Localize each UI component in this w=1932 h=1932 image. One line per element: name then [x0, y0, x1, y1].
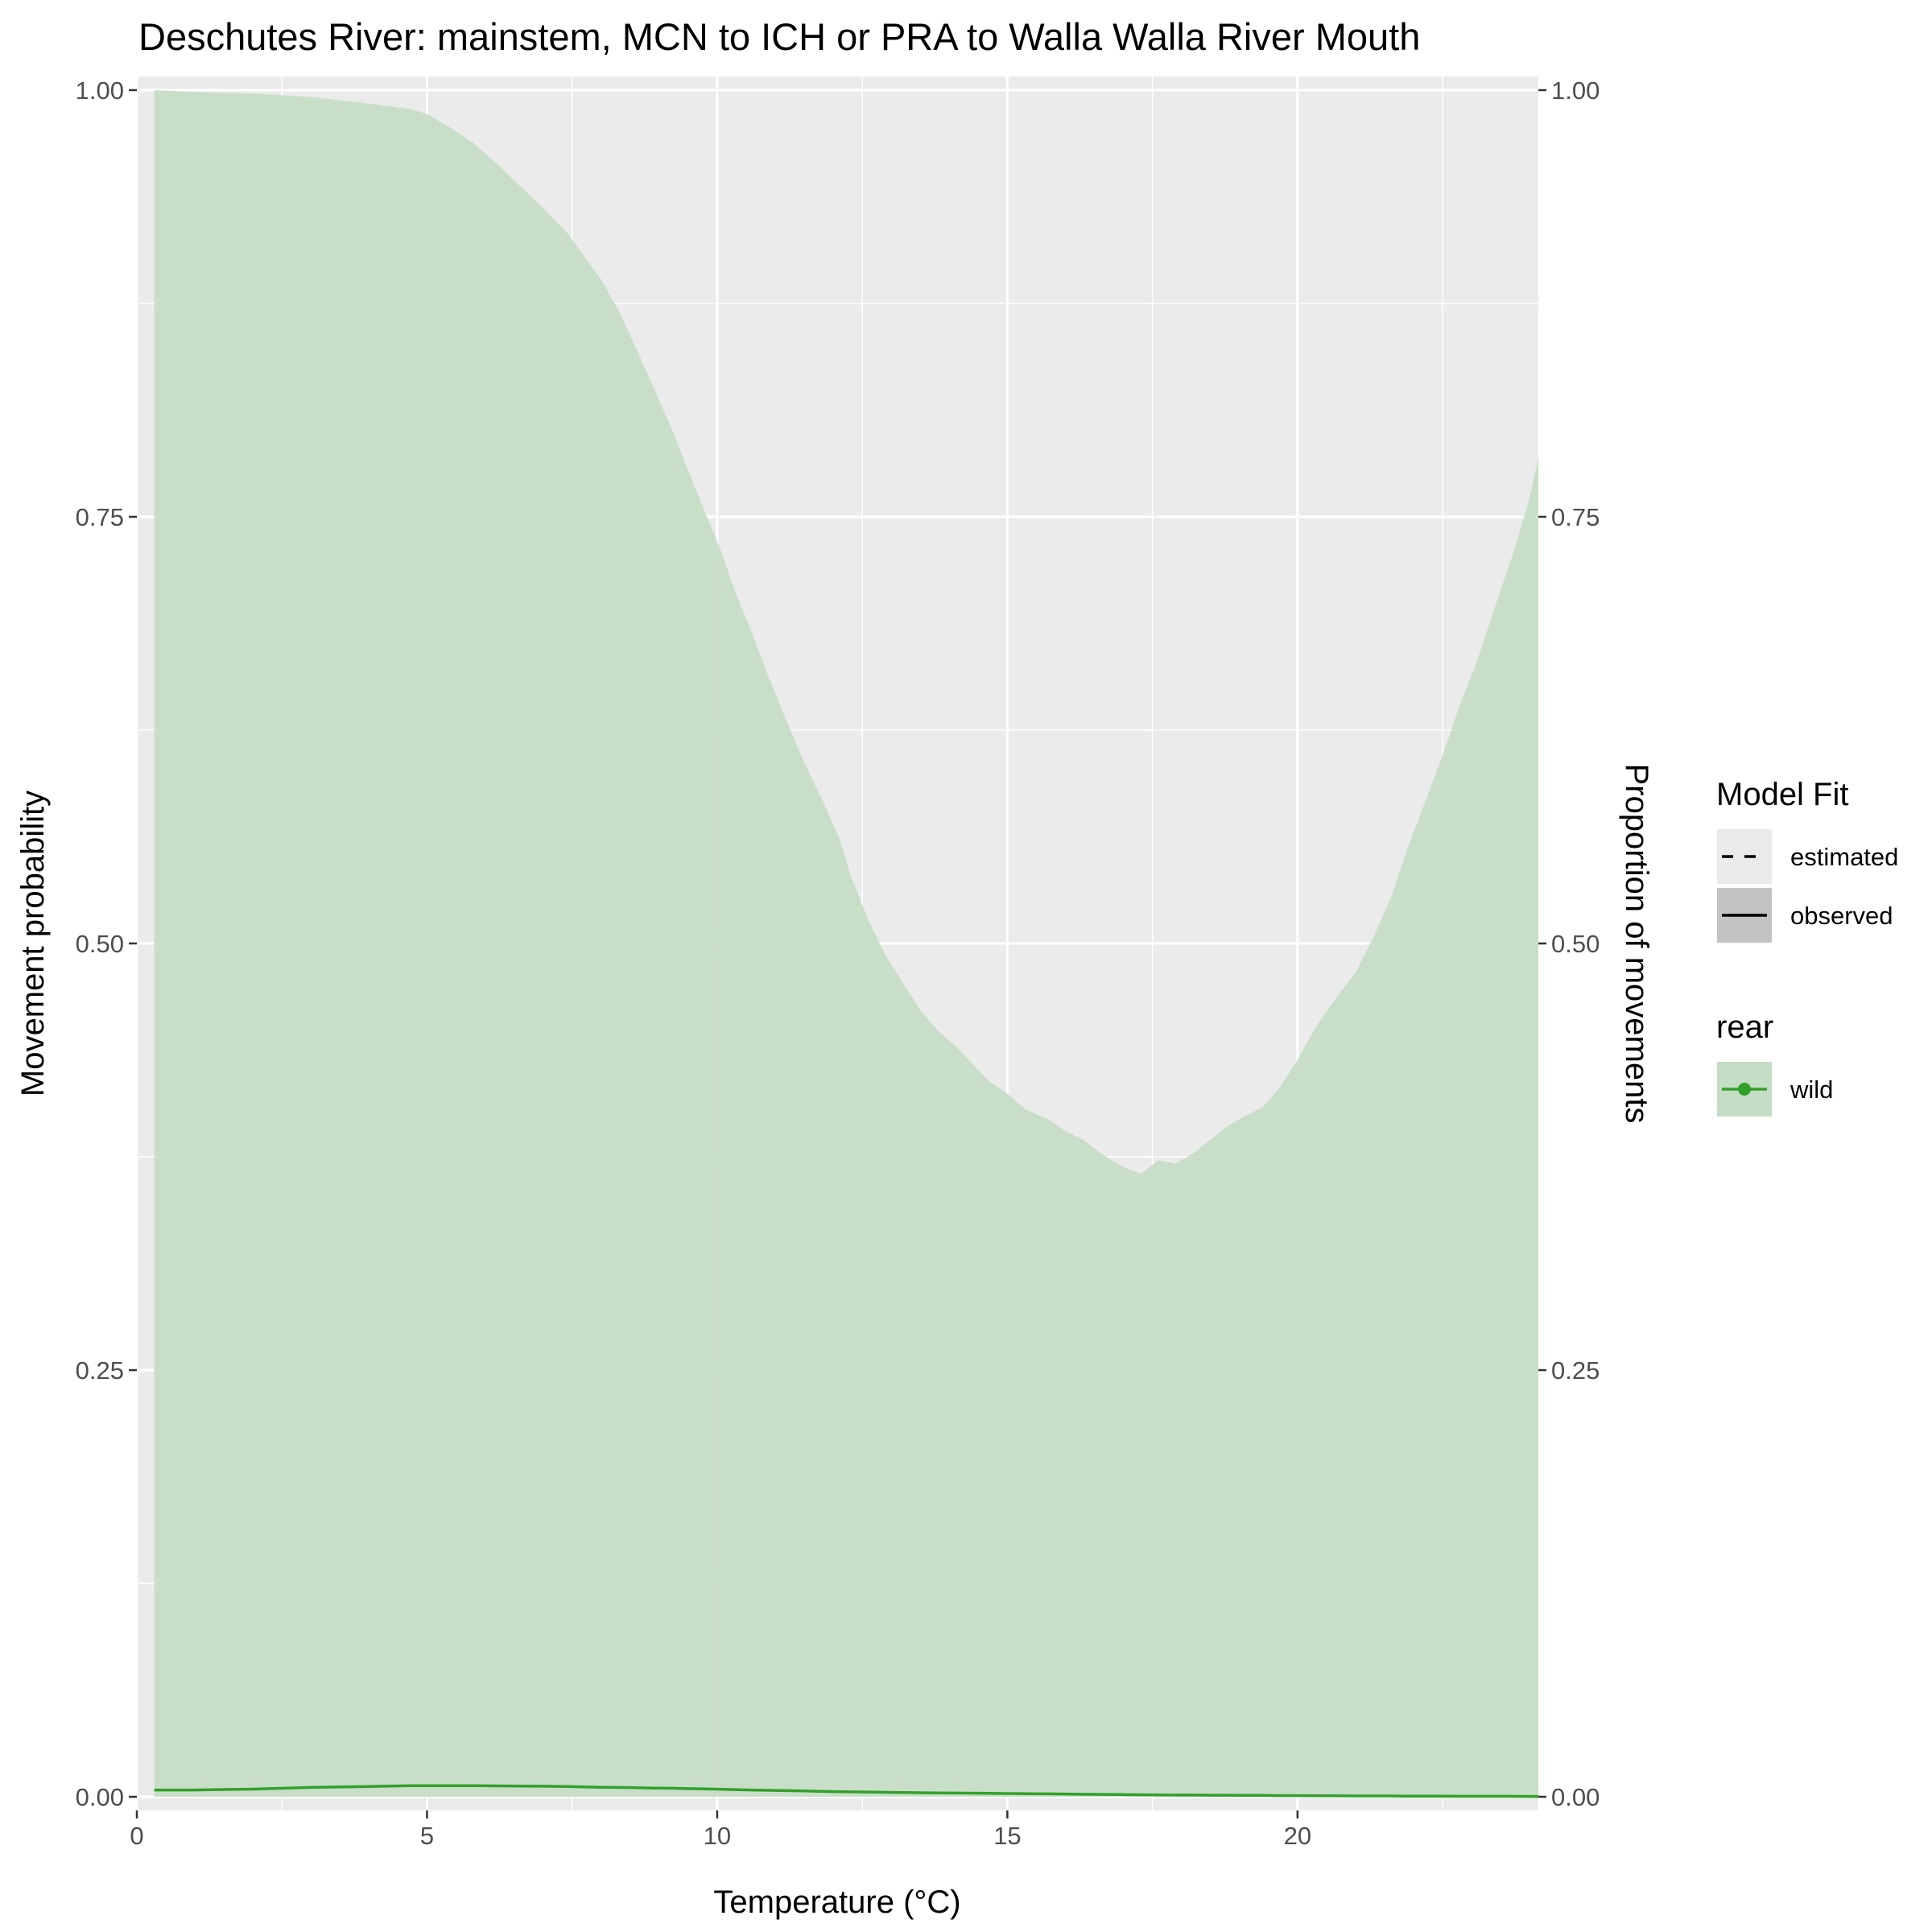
ribbon-wild [154, 90, 1539, 1797]
x-axis: 0 5 10 15 20 [130, 1810, 1311, 1850]
legend: Model Fit estimated observed rear wild [1715, 777, 1898, 1118]
x-tick-label: 15 [993, 1822, 1021, 1850]
x-axis-title: Temperature (°C) [713, 1885, 960, 1920]
y-tick-label: 1.00 [76, 76, 124, 105]
legend-key-point [1738, 1083, 1751, 1096]
y-right-tick-label: 0.25 [1551, 1356, 1600, 1385]
y-tick-label: 0.50 [76, 930, 124, 958]
y-tick-label: 0.25 [76, 1356, 124, 1385]
y-axis-left: 0.00 0.25 0.50 0.75 1.00 [76, 76, 137, 1811]
line-wild [154, 1784, 1538, 1798]
legend-label: observed [1790, 902, 1893, 930]
chart-title: Deschutes River: mainstem, MCN to ICH or… [138, 15, 1420, 58]
ribbon-layer [154, 90, 1539, 1797]
y-axis-title: Movement probability [15, 791, 51, 1096]
y-tick-label: 0.00 [76, 1783, 124, 1811]
x-tick-label: 5 [420, 1822, 434, 1850]
y-axis-right: 0.00 0.25 0.50 0.75 1.00 [1538, 76, 1600, 1811]
y-right-tick-label: 0.75 [1551, 503, 1600, 531]
y-right-tick-label: 0.50 [1551, 930, 1600, 958]
y-right-tick-label: 1.00 [1551, 76, 1600, 105]
line-layer [154, 1784, 1538, 1798]
legend-title: rear [1716, 1009, 1773, 1045]
x-tick-label: 0 [130, 1822, 143, 1850]
legend-label: wild [1790, 1075, 1833, 1104]
legend-title: Model Fit [1716, 777, 1849, 812]
y-right-tick-label: 0.00 [1551, 1783, 1600, 1811]
x-tick-label: 10 [704, 1822, 731, 1850]
y-axis-right-title: Proportion of movements [1619, 764, 1654, 1124]
legend-label: estimated [1790, 843, 1898, 871]
y-tick-label: 0.75 [76, 503, 124, 531]
x-tick-label: 20 [1284, 1822, 1311, 1850]
